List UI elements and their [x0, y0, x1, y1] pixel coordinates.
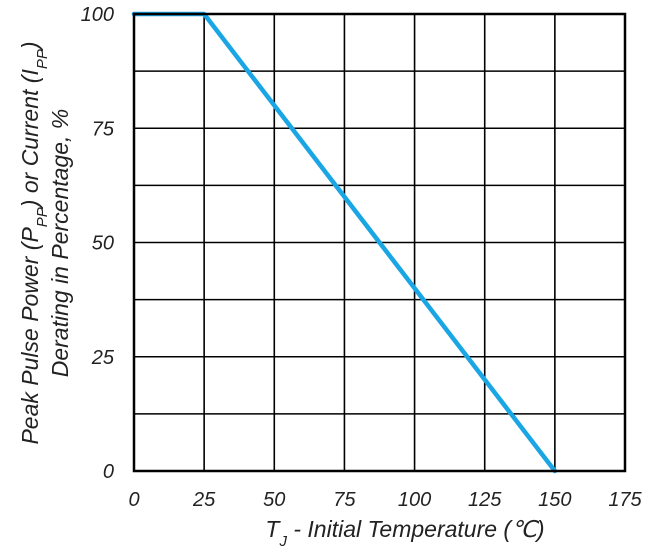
y-title-part1: Peak Pulse Power (P: [17, 227, 43, 445]
x-tick-label: 150: [538, 489, 571, 511]
grid: [134, 14, 625, 471]
x-tick-label: 175: [608, 489, 642, 511]
x-axis-title: TJ - Initial Temperature (℃): [265, 516, 544, 549]
x-tick-labels: 0 25 50 75 100 125 150 175: [128, 489, 642, 511]
x-tick-label: 75: [333, 489, 356, 511]
y-title-part3: ): [17, 41, 43, 52]
y-axis-title-line1: Peak Pulse Power (PPP) or Current (IPP): [17, 41, 51, 444]
x-tick-label: 0: [128, 489, 139, 511]
y-tick-label: 50: [92, 233, 114, 255]
x-title-sub: J: [278, 533, 287, 550]
y-tick-label: 0: [103, 461, 114, 483]
y-title-sub2: PP: [34, 49, 51, 69]
x-tick-label: 25: [192, 489, 216, 511]
x-tick-label: 100: [398, 489, 431, 511]
x-title-rest: - Initial Temperature (℃): [287, 516, 545, 542]
y-tick-label: 25: [91, 347, 115, 369]
y-tick-label: 75: [92, 118, 115, 140]
plot-frame: [132, 12, 627, 473]
y-tick-labels: 0 25 50 75 100: [81, 4, 115, 483]
x-tick-label: 50: [263, 489, 285, 511]
y-tick-label: 100: [81, 4, 114, 26]
y-title-sub1: PP: [34, 207, 51, 227]
y-axis-title-line2: Derating in Percentage, %: [47, 109, 73, 378]
y-title-part2: ) or Current (I: [17, 69, 43, 211]
x-tick-label: 125: [468, 489, 502, 511]
x-title-main: T: [265, 516, 281, 542]
